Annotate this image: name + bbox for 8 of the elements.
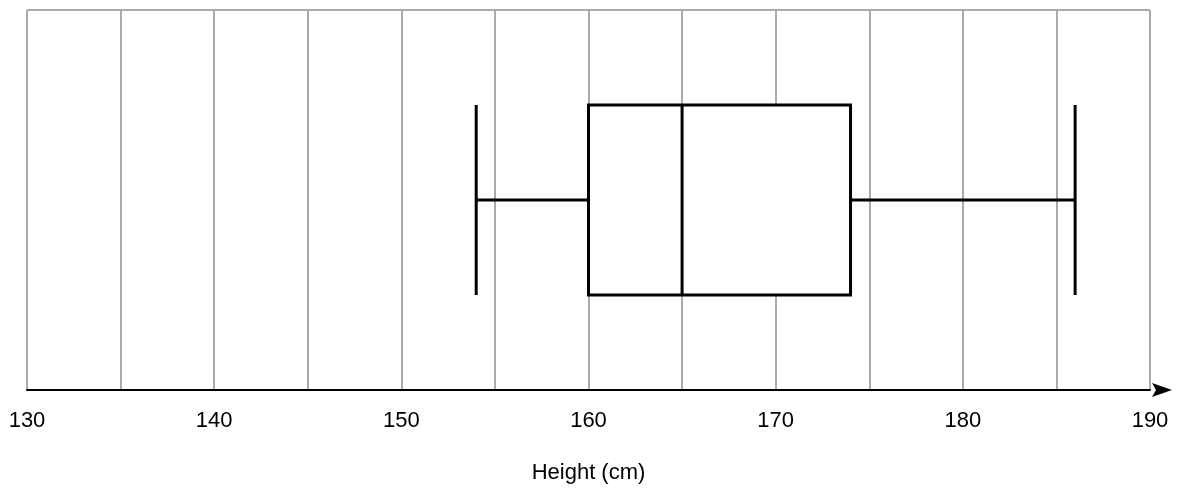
x-tick-label: 170 [757, 406, 795, 432]
x-axis-title: Height (cm) [531, 458, 646, 484]
x-tick-label: 140 [195, 406, 233, 432]
x-tick-label: 190 [1131, 406, 1169, 432]
x-tick-label: 150 [382, 406, 420, 432]
x-tick-label: 160 [570, 406, 607, 432]
x-tick-label: 130 [8, 406, 46, 432]
x-tick-label: 180 [944, 406, 982, 432]
